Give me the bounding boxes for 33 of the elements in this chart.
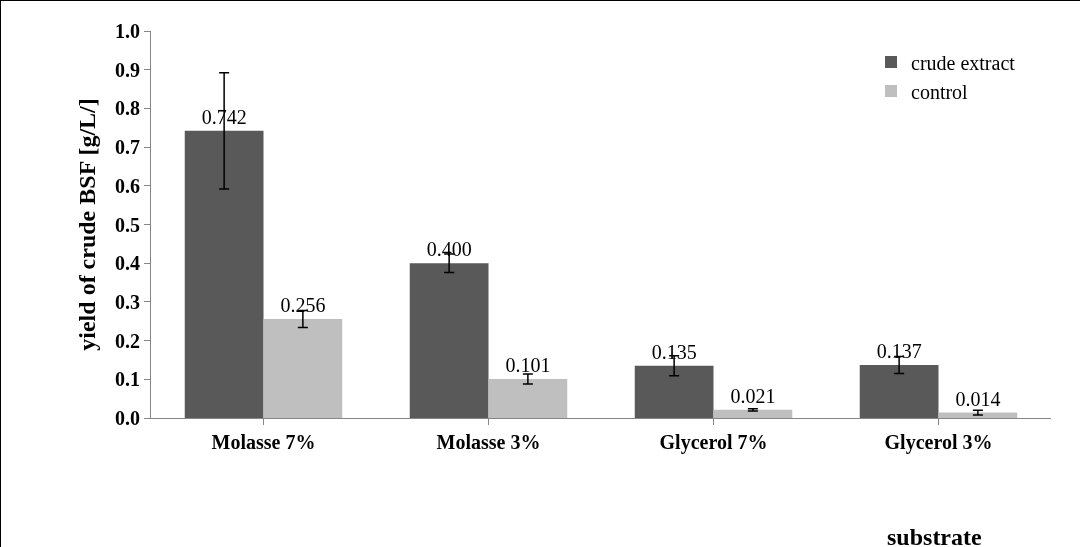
- data-label: 0.101: [505, 353, 551, 376]
- y-tick-label: 0.0: [115, 407, 140, 429]
- bar: [184, 130, 264, 418]
- y-tick-label: 0.2: [115, 329, 140, 352]
- y-tick-label: 0.5: [115, 213, 140, 236]
- bar: [488, 378, 568, 418]
- data-label: 0.256: [280, 293, 326, 316]
- data-label: 0.400: [426, 238, 472, 261]
- bar: [713, 409, 793, 418]
- bar: [409, 263, 489, 418]
- x-axis-title: substrate: [887, 524, 983, 547]
- bar: [859, 364, 939, 418]
- y-tick-label: 0.9: [115, 58, 140, 81]
- legend-label: crude extract: [911, 51, 1016, 74]
- y-tick-label: 0.8: [115, 97, 140, 120]
- legend-label: control: [911, 80, 969, 103]
- bar: [634, 365, 714, 418]
- data-label: 0.021: [730, 384, 776, 407]
- x-tick-label: Glycerol 3%: [884, 431, 993, 454]
- bar: [263, 318, 343, 418]
- y-tick-label: 0.4: [115, 252, 140, 275]
- y-tick-label: 0.7: [115, 136, 140, 159]
- data-label: 0.135: [651, 340, 697, 363]
- y-tick-label: 1.0: [115, 20, 140, 42]
- data-label: 0.014: [955, 387, 1001, 410]
- data-label: 0.137: [876, 339, 922, 362]
- y-tick-label: 0.1: [115, 368, 140, 391]
- y-axis-title: yield of crude BSF [g/L/]: [74, 98, 101, 351]
- y-tick-label: 0.6: [115, 174, 140, 197]
- x-tick-label: Molasse 7%: [211, 431, 316, 453]
- x-tick-label: Molasse 3%: [436, 431, 541, 453]
- x-tick-label: Glycerol 7%: [659, 431, 768, 454]
- y-tick-label: 0.3: [115, 290, 140, 313]
